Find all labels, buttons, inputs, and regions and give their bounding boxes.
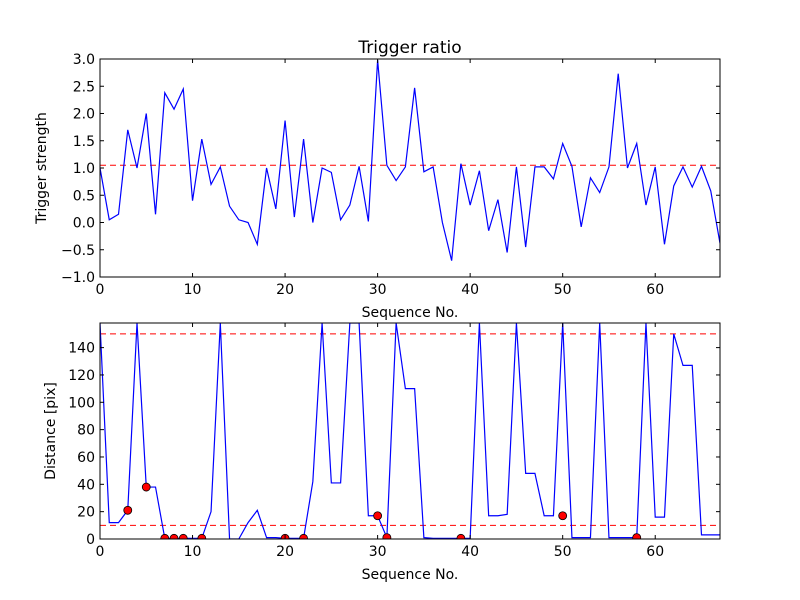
x-tick-label: 0 — [96, 282, 105, 298]
x-tick-label: 30 — [369, 544, 387, 560]
series-line — [100, 323, 720, 539]
y-tick-label: 0.5 — [73, 188, 95, 204]
chart-title: Trigger ratio — [357, 38, 461, 58]
data-point-marker — [382, 533, 392, 539]
x-tick-label: 50 — [554, 282, 572, 298]
data-point-marker — [373, 511, 383, 521]
y-tick-label: 60 — [77, 450, 95, 466]
y-tick-label: 40 — [77, 477, 95, 493]
series-line — [100, 60, 720, 261]
data-point-marker — [169, 533, 179, 539]
y-tick-label: 100 — [68, 395, 95, 411]
x-tick-label: 30 — [369, 282, 387, 298]
x-tick-label: 40 — [461, 282, 479, 298]
x-tick-label: 0 — [96, 544, 105, 560]
data-point-marker — [299, 533, 308, 539]
x-axis-label: Sequence No. — [362, 567, 459, 583]
y-tick-label: 0.0 — [73, 216, 95, 232]
data-point-marker — [632, 533, 642, 539]
data-point-marker — [160, 533, 170, 539]
x-tick-label: 20 — [276, 282, 294, 298]
data-point-marker — [558, 511, 568, 521]
plot-frame — [99, 58, 721, 278]
y-tick-label: 1.5 — [73, 134, 95, 150]
x-tick-label: 50 — [554, 544, 572, 560]
y-tick-label: 80 — [77, 423, 95, 439]
x-axis-label: Sequence No. — [362, 305, 459, 321]
y-tick-label: 2.5 — [73, 79, 95, 95]
x-tick-label: 60 — [646, 282, 664, 298]
y-tick-label: 0 — [86, 532, 95, 548]
data-point-marker — [123, 505, 133, 515]
data-point-marker — [456, 533, 466, 539]
y-axis-label: Trigger strength — [34, 112, 50, 225]
y-tick-label: 20 — [77, 505, 95, 521]
y-axis-label: Distance [pix] — [43, 382, 59, 480]
x-tick-label: 10 — [184, 544, 202, 560]
x-tick-label: 10 — [184, 282, 202, 298]
x-tick-label: 60 — [646, 544, 664, 560]
data-point-marker — [197, 533, 207, 539]
y-tick-label: 140 — [68, 341, 95, 357]
x-tick-label: 20 — [276, 544, 294, 560]
plot-frame — [99, 322, 721, 540]
y-tick-label: −0.5 — [61, 243, 95, 259]
y-tick-label: 1.0 — [73, 161, 95, 177]
distance-subplot: 0 10 20 30 40 50 60 0 20 40 60 80 100 120 140 Sequence… — [43, 322, 721, 583]
y-tick-label: −1.0 — [61, 270, 95, 286]
x-tick-label: 40 — [461, 544, 479, 560]
data-point-marker — [178, 533, 188, 539]
y-tick-label: 120 — [68, 368, 95, 384]
data-point-marker — [141, 482, 151, 492]
y-tick-label: 2.0 — [73, 107, 95, 123]
trigger-ratio-subplot: Trigger ratio 0 10 20 30 40 50 60 −1.0 −0.5 0.0 0.… — [34, 38, 721, 321]
y-tick-label: 3.0 — [73, 52, 95, 68]
